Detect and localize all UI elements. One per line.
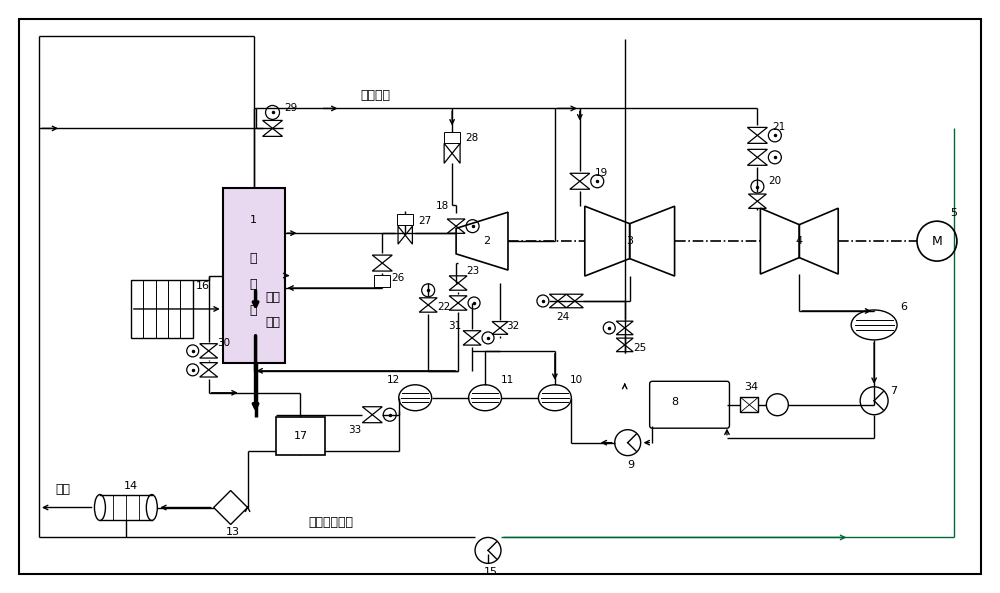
Text: 24: 24 xyxy=(556,312,569,322)
Text: 31: 31 xyxy=(448,321,462,331)
Text: 21: 21 xyxy=(773,122,786,132)
Text: 28: 28 xyxy=(465,133,479,144)
Text: 烟气: 烟气 xyxy=(265,292,280,304)
Text: 7: 7 xyxy=(891,386,898,396)
Text: 30: 30 xyxy=(217,338,230,348)
Text: 32: 32 xyxy=(506,321,520,331)
Text: 8: 8 xyxy=(671,397,678,407)
Text: M: M xyxy=(932,235,942,248)
Text: 15: 15 xyxy=(484,568,498,578)
Text: 11: 11 xyxy=(500,375,514,385)
Text: 10: 10 xyxy=(570,375,583,385)
Text: 33: 33 xyxy=(348,425,361,435)
Text: 23: 23 xyxy=(466,266,480,276)
Text: 13: 13 xyxy=(226,527,240,537)
Text: 26: 26 xyxy=(392,273,405,283)
Text: 14: 14 xyxy=(124,480,138,490)
Bar xyxy=(374,275,390,287)
Text: 12: 12 xyxy=(387,375,400,385)
Bar xyxy=(223,188,285,363)
Text: 22: 22 xyxy=(438,302,451,312)
Bar xyxy=(131,280,193,338)
Text: 17: 17 xyxy=(293,431,308,441)
Bar xyxy=(397,214,413,225)
Text: 29: 29 xyxy=(284,103,297,113)
Text: 热网回水母管: 热网回水母管 xyxy=(308,516,353,529)
Text: 器: 器 xyxy=(250,304,257,317)
Text: 20: 20 xyxy=(768,176,781,186)
Text: 18: 18 xyxy=(436,201,449,211)
Bar xyxy=(740,397,758,412)
Text: 供水: 供水 xyxy=(56,483,71,496)
Text: 9: 9 xyxy=(627,460,634,470)
Text: 通道: 通道 xyxy=(265,317,280,330)
Text: 4: 4 xyxy=(796,236,803,246)
Text: 6: 6 xyxy=(901,302,908,312)
Text: 2: 2 xyxy=(483,236,491,246)
Text: 省: 省 xyxy=(250,251,257,264)
Text: 19: 19 xyxy=(595,168,608,178)
Text: 再热蒸汽: 再热蒸汽 xyxy=(360,89,390,102)
Text: 16: 16 xyxy=(196,281,210,291)
Text: 煤: 煤 xyxy=(250,278,257,291)
Text: 5: 5 xyxy=(950,208,957,218)
Text: 34: 34 xyxy=(744,382,758,392)
Text: 27: 27 xyxy=(419,216,432,226)
Bar xyxy=(276,417,325,455)
Text: 3: 3 xyxy=(626,236,633,246)
Text: 25: 25 xyxy=(633,343,646,353)
Text: 1: 1 xyxy=(250,215,257,225)
Bar xyxy=(444,132,460,144)
